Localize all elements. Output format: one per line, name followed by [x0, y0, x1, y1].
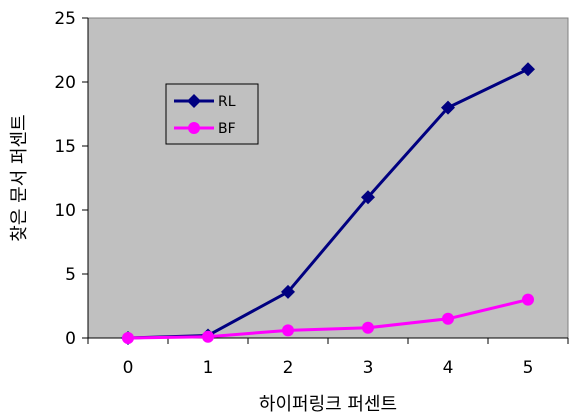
- data-point: [521, 62, 535, 77]
- x-tick-label: 4: [443, 358, 454, 378]
- data-point: [442, 312, 454, 325]
- series-line: [127, 298, 529, 340]
- y-tick-label: 25: [54, 9, 76, 29]
- plot-area: [87, 17, 569, 339]
- data-point: [281, 284, 295, 299]
- data-point: [362, 321, 374, 334]
- legend-marker: [188, 122, 200, 134]
- series-BF: [122, 293, 534, 344]
- series-layer: [121, 62, 535, 345]
- y-axis: 0 5 10 15 20 25: [54, 9, 89, 349]
- y-tick-label: 15: [54, 137, 76, 157]
- legend-item-RL: RL: [174, 94, 236, 110]
- data-point: [122, 332, 134, 344]
- data-point: [522, 293, 534, 306]
- y-tick-label: 5: [65, 265, 76, 285]
- legend-box: [165, 83, 259, 145]
- y-axis-title: 찾은 문서 퍼센트: [9, 114, 30, 241]
- data-point: [282, 324, 294, 337]
- legend-marker: [187, 94, 201, 108]
- y-tick-label: 10: [54, 201, 76, 221]
- x-tick-label: 1: [203, 358, 214, 378]
- data-point: [202, 330, 214, 343]
- legend-label: RL: [218, 94, 236, 110]
- legend-item-BF: BF: [174, 121, 236, 137]
- x-axis-title: 하이퍼링크 퍼센트: [259, 394, 397, 415]
- x-tick-label: 0: [123, 358, 134, 378]
- legend-label: BF: [218, 121, 236, 137]
- x-axis: 0 1 2 3 4 5: [87, 337, 569, 378]
- x-tick-label: 2: [283, 358, 294, 378]
- y-tick-label: 20: [54, 73, 76, 93]
- y-tick-label: 0: [65, 329, 76, 349]
- legend: RL BF: [165, 83, 259, 145]
- x-tick-label: 5: [523, 358, 534, 378]
- data-point: [441, 100, 455, 115]
- x-tick-label: 3: [363, 358, 374, 378]
- data-point: [361, 190, 375, 205]
